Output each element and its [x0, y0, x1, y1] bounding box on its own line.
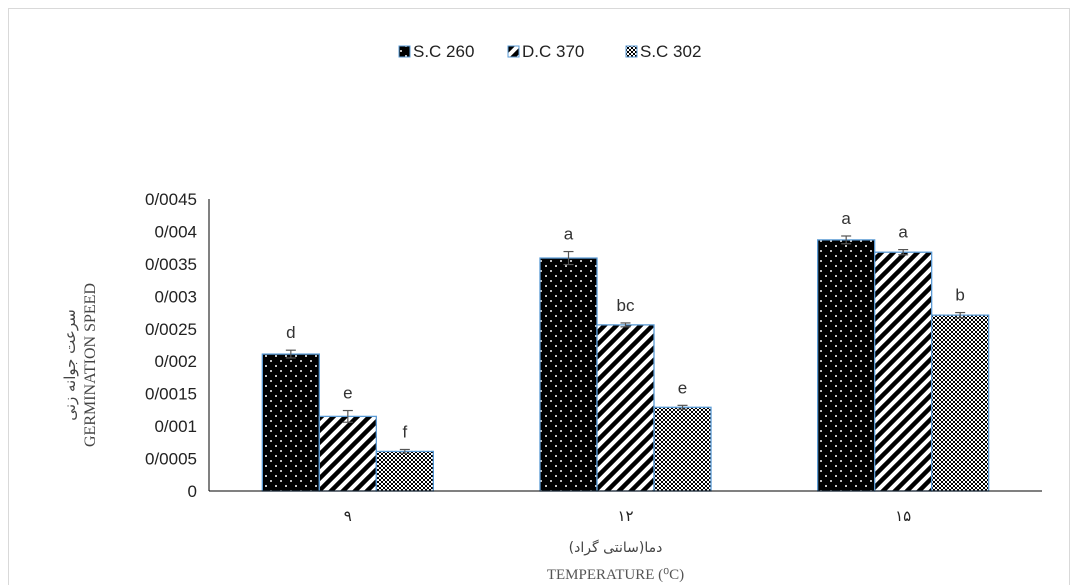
legend: S.C 260 D.C 370 S.C 302 [398, 42, 701, 61]
x-axis-title-fa: دما(سانتی گراد) [569, 539, 663, 556]
bar-chart: S.C 260 D.C 370 S.C 302 سرعت جوانه زنی GERM… [61, 42, 1042, 583]
significance-label: f [402, 422, 407, 441]
bar-2-1 [318, 415, 377, 492]
significance-label: a [564, 225, 574, 244]
bar-1-1 [261, 353, 320, 492]
y-axis-ticks: 0 0/0005 0/001 0/0015 0/002 0/0025 0/003 0/0035… [145, 190, 197, 501]
significance-label: a [898, 223, 908, 242]
significance-label: e [343, 384, 352, 403]
y-axis-title-fa: سرعت جوانه زنی [61, 309, 79, 420]
y-tick-label: 0/0045 [145, 190, 197, 209]
significance-label: bc [617, 296, 635, 315]
bar-3-1 [375, 450, 434, 492]
bars: d e f a bc e a a b [261, 209, 990, 492]
y-tick-label: 0/003 [154, 287, 197, 306]
bar-2-2 [596, 324, 655, 492]
chart-frame: S.C 260 D.C 370 S.C 302 سرعت جوانه زنی GERM… [8, 8, 1070, 585]
x-axis-categories: ۹ ۱۲ ۱۵ [344, 507, 911, 525]
bar-1-2 [539, 257, 598, 492]
legend-label-1: S.C 260 [413, 42, 474, 61]
legend-swatch-1 [398, 45, 411, 58]
significance-label: a [841, 209, 851, 228]
y-tick-label: 0/002 [154, 352, 197, 371]
y-tick-label: 0/004 [154, 222, 197, 241]
y-tick-label: 0 [188, 482, 197, 501]
y-tick-label: 0/0005 [145, 450, 197, 469]
significance-label: d [286, 323, 295, 342]
legend-swatch-2 [507, 45, 520, 58]
legend-swatch-3 [625, 45, 638, 58]
x-category-label: ۱۲ [617, 507, 633, 525]
legend-label-3: S.C 302 [640, 42, 701, 61]
y-axis-title: سرعت جوانه زنی GERMINATION SPEED [61, 283, 99, 447]
significance-label: e [678, 378, 687, 397]
x-axis-title: دما(سانتی گراد) TEMPERATURE (⁰C) [547, 539, 684, 583]
bar-3-3 [931, 314, 990, 492]
y-tick-label: 0/001 [154, 417, 197, 436]
x-category-label: ۱۵ [895, 507, 911, 525]
legend-label-2: D.C 370 [522, 42, 584, 61]
bar-1-3 [817, 239, 876, 492]
significance-label: b [955, 286, 964, 305]
y-tick-label: 0/0015 [145, 385, 197, 404]
y-tick-label: 0/0035 [145, 255, 197, 274]
x-category-label: ۹ [344, 507, 352, 525]
y-axis-title-en: GERMINATION SPEED [82, 283, 99, 447]
bar-3-2 [653, 406, 712, 492]
x-axis-title-en: TEMPERATURE (⁰C) [547, 567, 684, 583]
axes [208, 199, 1042, 492]
bar-2-3 [874, 251, 933, 492]
y-tick-label: 0/0025 [145, 320, 197, 339]
